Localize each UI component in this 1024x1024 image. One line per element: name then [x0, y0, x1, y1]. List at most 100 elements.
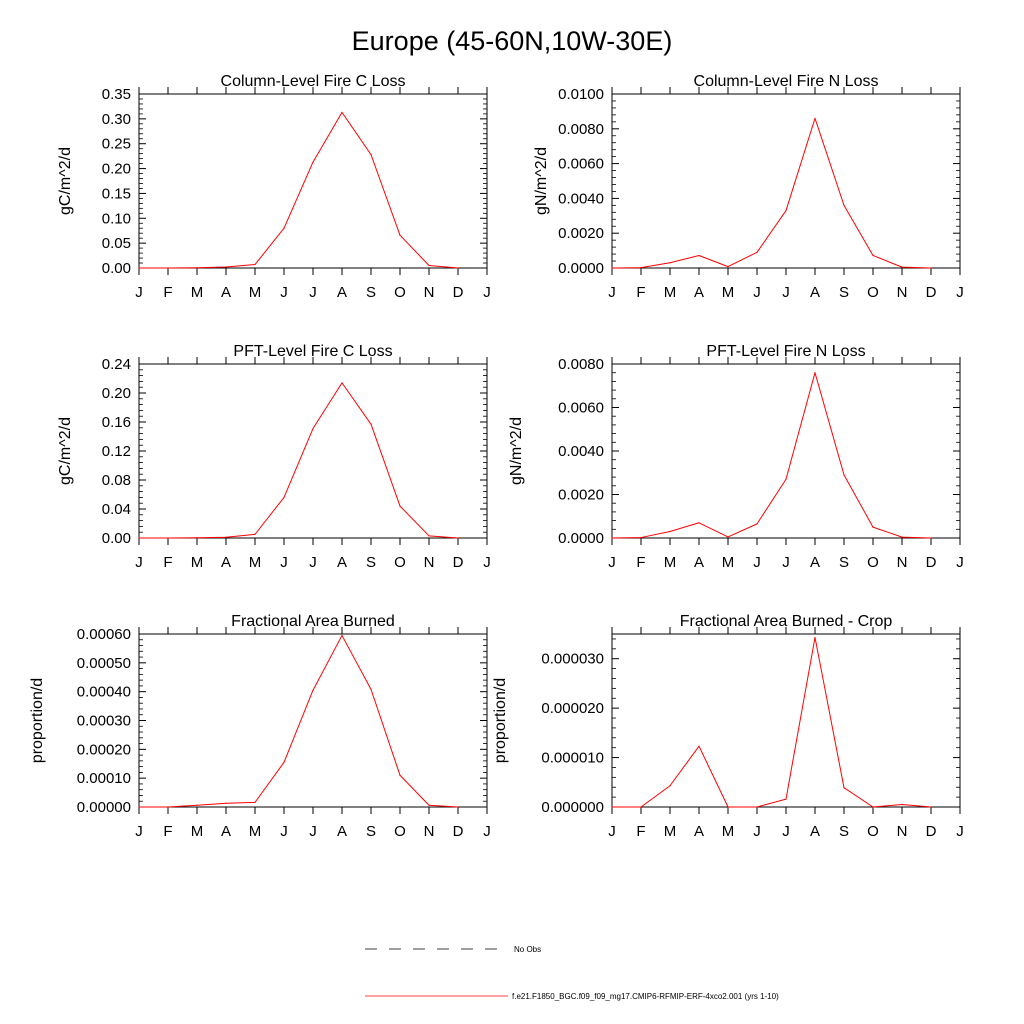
x-tick-label: A	[337, 554, 347, 571]
x-tick-label: J	[135, 554, 143, 571]
x-tick-label: J	[483, 823, 491, 840]
x-tick-label: A	[337, 284, 347, 301]
data-point	[399, 505, 401, 507]
x-tick-label: M	[664, 554, 677, 571]
x-tick-label: O	[394, 284, 406, 301]
x-tick-label: J	[280, 554, 288, 571]
chart-panel-1: Column-Level Fire C Loss gC/m^2/d 0.00 0.05…	[57, 73, 491, 301]
data-point	[872, 526, 874, 528]
x-tick-label: S	[366, 554, 376, 571]
x-tick-label: J	[309, 823, 317, 840]
series-line	[139, 634, 459, 808]
x-tick-label: J	[309, 284, 317, 301]
data-point	[843, 787, 845, 789]
y-tick-label: 0.00	[102, 530, 131, 547]
y-tick-label: 0.0100	[558, 86, 604, 103]
series-line	[611, 117, 932, 269]
y-tick-label: 0.00060	[77, 626, 131, 643]
y-tick-label: 0.00020	[77, 741, 131, 758]
chart-panel-3: PFT-Level Fire C Loss gC/m^2/d 0.00 0.04 0.0…	[57, 343, 491, 571]
data-point	[756, 251, 758, 253]
x-tick-label: J	[782, 284, 790, 301]
x-tick-label: A	[221, 284, 231, 301]
x-tick-label: O	[394, 823, 406, 840]
data-point	[640, 536, 642, 539]
x-tick-label: M	[664, 823, 677, 840]
data-point	[254, 263, 256, 266]
plot-frame	[611, 93, 961, 269]
x-tick-label: F	[163, 554, 172, 571]
data-point	[428, 535, 430, 537]
x-tick-label: S	[839, 554, 849, 571]
x-tick-label: A	[694, 554, 704, 571]
x-tick-label: J	[753, 823, 761, 840]
data-point	[399, 234, 401, 236]
y-tick-label: 0.08	[102, 472, 131, 489]
x-tick-label: F	[163, 823, 172, 840]
x-tick-label: S	[839, 284, 849, 301]
x-tick-label: F	[636, 284, 645, 301]
panels-group: Column-Level Fire C Loss gC/m^2/d 0.00 0.05…	[29, 73, 964, 840]
legend-no-obs-label: No Obs	[514, 945, 541, 954]
data-point	[727, 806, 729, 808]
x-tick-label: M	[249, 554, 262, 571]
y-tick-label: 0.0060	[558, 400, 604, 417]
x-tick-label: J	[135, 284, 143, 301]
y-tick-label: 0.0040	[558, 190, 604, 207]
x-tick-label: M	[249, 284, 262, 301]
x-tick-label: A	[694, 823, 704, 840]
chart-panel-6: Fractional Area Burned - Crop proportion/…	[492, 613, 964, 840]
data-point	[930, 267, 932, 269]
x-tick-label: N	[897, 284, 908, 301]
y-tick-label: 0.20	[102, 385, 131, 402]
data-point	[814, 372, 816, 374]
x-tick-label: N	[424, 823, 435, 840]
x-tick-label: J	[608, 554, 616, 571]
x-tick-label: F	[636, 823, 645, 840]
x-tick-label: A	[694, 284, 704, 301]
data-point	[138, 267, 140, 269]
y-tick-label: 0.00000	[77, 799, 131, 816]
x-tick-label: O	[867, 823, 879, 840]
data-point	[457, 537, 459, 539]
y-tick-label: 0.0020	[558, 487, 604, 504]
data-point	[698, 745, 700, 747]
chart-panel-4: PFT-Level Fire N Loss gN/m^2/d 0.0000 0.002…	[508, 343, 964, 571]
data-point	[225, 266, 227, 268]
data-point	[457, 806, 459, 808]
plot-frame	[138, 633, 488, 808]
data-point	[669, 785, 671, 787]
data-point	[254, 801, 256, 803]
data-point	[167, 267, 169, 269]
data-point	[457, 267, 459, 269]
x-tick-label: J	[753, 554, 761, 571]
y-tick-label: 0.00040	[77, 684, 131, 701]
data-point	[785, 478, 787, 480]
data-point	[785, 798, 787, 800]
x-tick-label: J	[280, 284, 288, 301]
data-point	[611, 806, 613, 808]
data-point	[611, 537, 613, 539]
data-point	[669, 262, 671, 264]
x-tick-label: S	[366, 284, 376, 301]
data-point	[341, 634, 343, 637]
data-point	[872, 806, 874, 808]
y-axis-label: gN/m^2/d	[533, 147, 550, 215]
chart-title: PFT-Level Fire C Loss	[233, 343, 392, 360]
data-point	[901, 803, 903, 806]
data-point	[785, 209, 787, 212]
legend-run-label: f.e21.F1850_BGC.f09_f09_mg17.CMIP6-RFMIP…	[512, 992, 779, 1001]
y-tick-label: 0.25	[102, 136, 131, 153]
x-tick-label: M	[722, 284, 735, 301]
y-tick-label: 0.000000	[541, 799, 604, 816]
legend: No Obs f.e21.F1850_BGC.f09_f09_mg17.CMIP…	[365, 945, 779, 1001]
data-point	[225, 536, 227, 538]
y-tick-label: 0.10	[102, 210, 131, 227]
data-point	[640, 806, 642, 808]
x-tick-label: J	[483, 284, 491, 301]
data-point	[283, 761, 285, 763]
data-point	[727, 266, 729, 268]
data-point	[814, 636, 816, 639]
data-point	[872, 254, 874, 257]
